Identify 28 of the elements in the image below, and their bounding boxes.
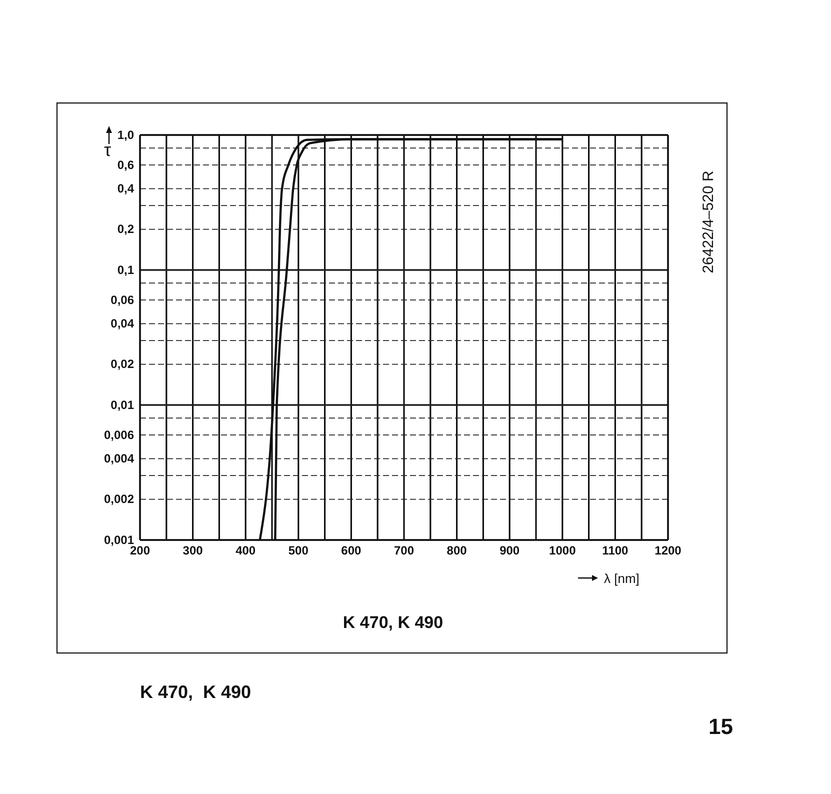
text: K 470, K 490 (342, 613, 444, 632)
y-tick-label: 0,006 (104, 428, 134, 442)
y-tick-label: 0,1 (117, 262, 134, 277)
y-tick-label: 0,6 (117, 158, 134, 172)
y-tick-label: 0,4 (117, 182, 134, 196)
x-tick-label: 1200 (654, 544, 682, 558)
y-tick-label: 0,01 (110, 398, 134, 412)
x-tick-label: 1100 (602, 544, 629, 558)
x-tick-label: 300 (182, 544, 204, 558)
text: K 470, K 490 (140, 682, 252, 702)
y-tick-label: 0,04 (110, 316, 134, 331)
y-tick-label: 0,004 (104, 452, 134, 466)
text: 15 (708, 714, 733, 739)
y-tick-label: 1,0 (117, 128, 134, 142)
y-tick-label: 0,2 (117, 222, 134, 236)
x-tick-label: 500 (288, 544, 309, 558)
x-tick-label: 600 (341, 544, 362, 558)
x-axis-title: λ [nm] (604, 571, 640, 586)
y-axis-title: τ (104, 140, 112, 160)
x-tick-label: 700 (394, 544, 414, 558)
x-tick-label: 800 (446, 544, 468, 558)
text: 26422/4–520 R (700, 170, 717, 274)
y-tick-label: 0,06 (110, 292, 134, 307)
y-tick-label: 0,002 (104, 492, 134, 506)
x-tick-label: 400 (236, 544, 256, 558)
y-tick-label: 0,02 (110, 357, 134, 372)
x-tick-label: 900 (500, 544, 520, 558)
x-tick-label: 1000 (549, 544, 576, 558)
